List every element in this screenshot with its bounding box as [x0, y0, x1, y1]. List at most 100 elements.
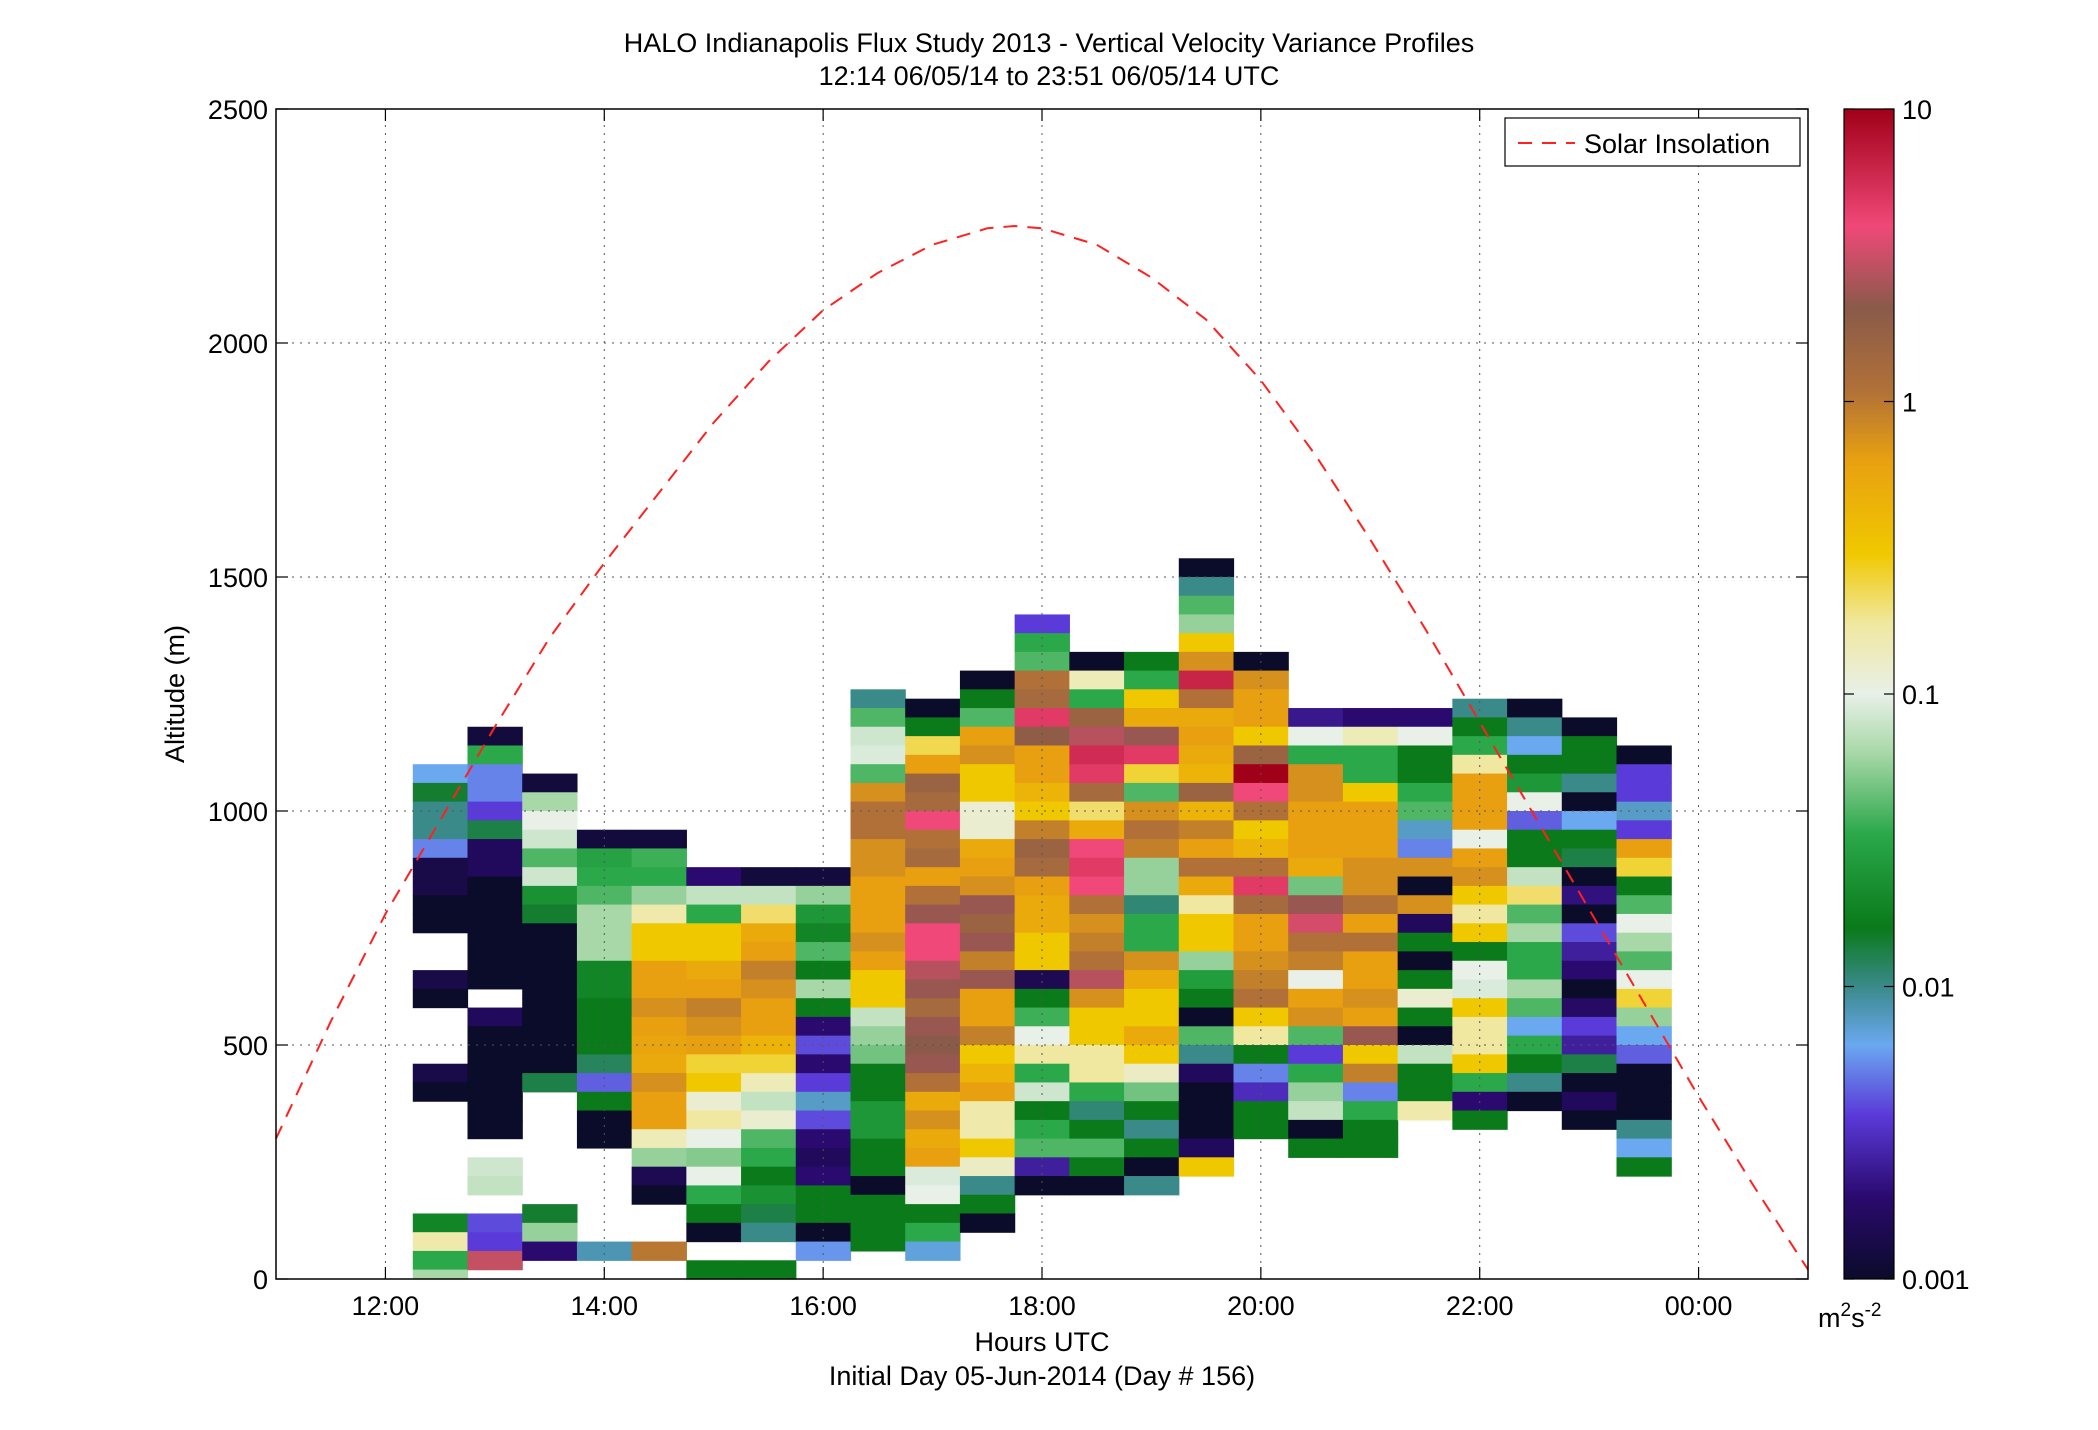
heatmap-cell [412, 1213, 469, 1233]
heatmap-cell [412, 1082, 469, 1102]
heatmap-cell [1124, 764, 1180, 784]
heatmap-cell [1233, 1063, 1289, 1084]
heatmap-cell [1014, 839, 1070, 859]
heatmap-cell [1397, 1026, 1453, 1046]
heatmap-cell [1178, 1007, 1235, 1027]
legend-label: Solar Insolation [1584, 129, 1770, 159]
heatmap-cell [631, 1035, 687, 1055]
heatmap-cell [905, 1166, 961, 1186]
heatmap-cell [412, 895, 469, 915]
heatmap-cell [1233, 782, 1289, 803]
heatmap-cell [959, 876, 1016, 896]
heatmap-cell [1507, 736, 1563, 756]
heatmap-cell [1233, 913, 1289, 934]
heatmap-cell [1288, 1045, 1344, 1065]
heatmap-cell [795, 998, 852, 1018]
heatmap-cell [959, 913, 1016, 934]
heatmap-cell [1178, 745, 1235, 765]
heatmap-cell [1561, 1054, 1618, 1074]
heatmap-cell [576, 848, 633, 868]
heatmap-cell [1178, 558, 1235, 578]
heatmap-cell [959, 1063, 1016, 1084]
heatmap-cell [631, 1129, 687, 1149]
heatmap-cell [1069, 670, 1125, 690]
heatmap-cell [1507, 904, 1563, 924]
heatmap-cell [631, 923, 687, 943]
heatmap-cell [1288, 708, 1344, 728]
heatmap-cell [1288, 913, 1344, 934]
heatmap-cell [741, 960, 797, 981]
colorbar-tick-label: 0.01 [1902, 973, 1955, 1003]
heatmap-cell [850, 708, 906, 728]
heatmap-cell [905, 979, 961, 999]
heatmap-cell [795, 1054, 852, 1074]
heatmap-cell [1507, 829, 1563, 850]
heatmap-cell [1397, 1063, 1453, 1084]
heatmap-cell [905, 885, 961, 906]
heatmap-cell [1014, 633, 1070, 653]
colorbar-unit-mid: s [1851, 1303, 1865, 1333]
heatmap-cell [850, 782, 906, 803]
y-tick-label: 500 [223, 1031, 268, 1061]
heatmap-cell [1178, 857, 1235, 878]
heatmap-cell [467, 726, 523, 747]
heatmap-cell [1507, 792, 1563, 812]
heatmap-cell [905, 942, 961, 962]
heatmap-cell [1561, 773, 1618, 793]
heatmap-cell [467, 820, 523, 840]
heatmap-cell [741, 904, 797, 924]
heatmap-cell [1397, 932, 1453, 952]
heatmap-cell [1452, 1054, 1508, 1074]
heatmap-cell [1124, 876, 1180, 896]
heatmap-cell [850, 1157, 906, 1177]
colorbar-tick-label: 0.001 [1902, 1265, 1970, 1295]
heatmap-cell [1616, 1026, 1672, 1046]
heatmap-cell [1616, 988, 1672, 1009]
heatmap-cell [905, 1147, 961, 1168]
heatmap-cell [1452, 904, 1508, 924]
heatmap-cell [1014, 726, 1070, 747]
heatmap-cell [959, 1007, 1016, 1027]
heatmap-cell [686, 1016, 742, 1037]
heatmap-cell [1561, 885, 1618, 906]
heatmap-cell [1069, 1082, 1125, 1102]
heatmap-cell [686, 1073, 742, 1093]
heatmap-cell [905, 1091, 961, 1112]
heatmap-cell [1616, 857, 1672, 878]
x-tick-label: 20:00 [1227, 1291, 1295, 1321]
heatmap-cell [1561, 1016, 1618, 1037]
heatmap-cell [686, 998, 742, 1018]
heatmap-cell [795, 1073, 852, 1093]
colorbar-ticks: 0.001 0.01 0.1 1 10 [1844, 95, 1970, 1295]
heatmap-cell [959, 951, 1016, 971]
heatmap-cell [522, 1222, 578, 1243]
heatmap-cell [905, 1185, 961, 1205]
x-axis-label: Hours UTC [974, 1327, 1109, 1357]
heatmap-cell [850, 1007, 906, 1027]
heatmap-cell [795, 885, 852, 906]
heatmap-cell [1178, 1082, 1235, 1102]
heatmap-cell [1561, 904, 1618, 924]
heatmap-cell [1069, 820, 1125, 840]
heatmap-cell [1452, 998, 1508, 1018]
heatmap-cell [631, 1166, 687, 1186]
heatmap-cell [631, 979, 687, 999]
heatmap-cell [1452, 960, 1508, 981]
heatmap-cell [1124, 1045, 1180, 1065]
heatmap-cell [850, 1138, 906, 1158]
heatmap-cell [959, 1176, 1016, 1196]
heatmap-cell [905, 829, 961, 850]
heatmap-cell [1124, 726, 1180, 747]
heatmap-cell [1178, 913, 1235, 934]
heatmap-cell [686, 1035, 742, 1055]
heatmap-cell [795, 904, 852, 924]
heatmap-cell [1014, 1082, 1070, 1102]
heatmap-cell [850, 895, 906, 915]
heatmap-cell [1124, 708, 1180, 728]
heatmap-cell [1616, 782, 1672, 803]
heatmap-cell [412, 857, 469, 878]
heatmap-cell [1124, 913, 1180, 934]
heatmap-cell [1178, 895, 1235, 915]
heatmap-cell [905, 1073, 961, 1093]
heatmap-cell [1233, 1082, 1289, 1102]
